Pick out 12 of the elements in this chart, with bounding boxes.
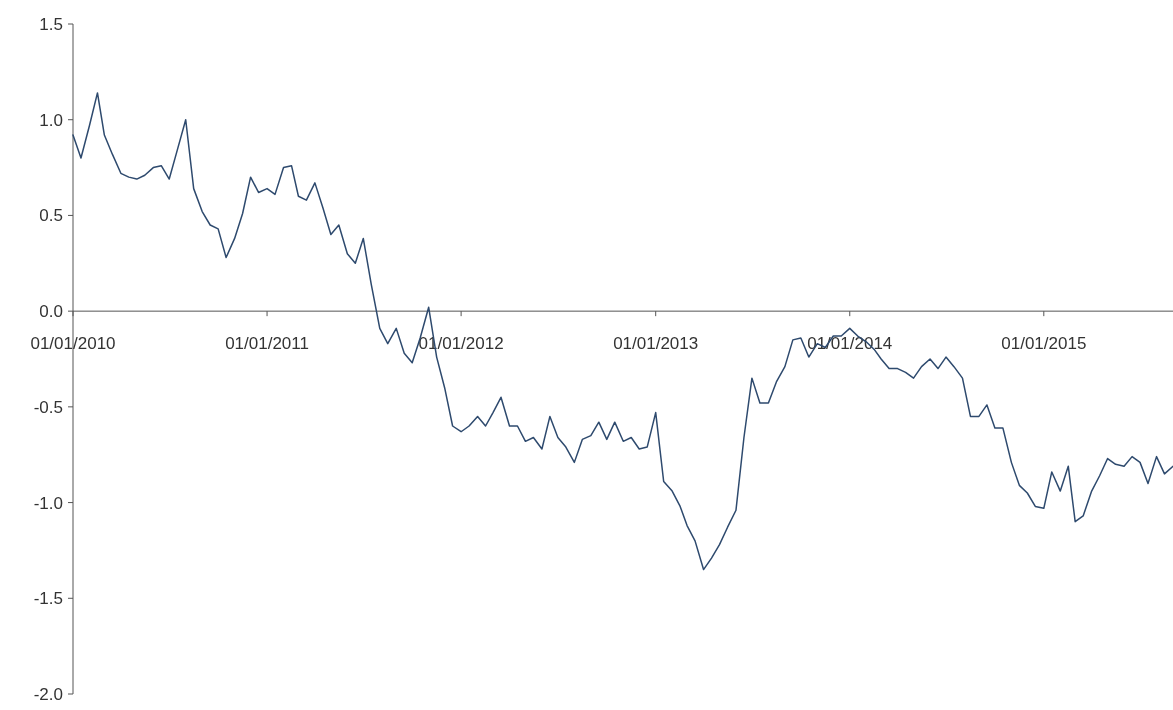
- y-tick-label: 0.5: [39, 206, 63, 226]
- y-tick-label: -2.0: [33, 684, 63, 704]
- x-tick-label: 01/01/2011: [225, 334, 309, 354]
- y-tick-label: 1.0: [39, 110, 63, 130]
- x-tick-label: 01/01/2013: [613, 334, 699, 354]
- y-tick-label: 0.0: [39, 302, 63, 322]
- x-tick-label: 01/01/2010: [30, 334, 116, 354]
- x-tick-label: 01/01/2015: [1001, 334, 1087, 354]
- y-tick-label: -1.5: [33, 589, 63, 609]
- y-tick-label: -1.0: [33, 493, 63, 513]
- y-tick-label: -0.5: [33, 397, 63, 417]
- y-tick-label: 1.5: [39, 14, 63, 34]
